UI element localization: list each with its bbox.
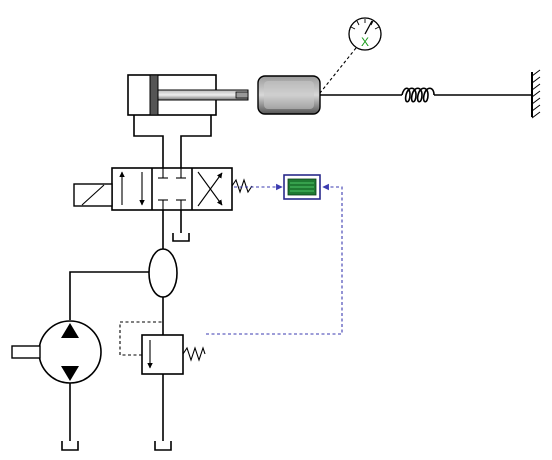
cylinder-port-lines xyxy=(133,115,212,168)
valve-tank xyxy=(172,210,190,242)
gauge-symbol: X xyxy=(361,35,369,49)
gauge-sensor[interactable]: X xyxy=(348,17,382,51)
controller-display[interactable] xyxy=(283,174,321,200)
pump-to-accumulator-line xyxy=(69,271,149,320)
hydraulic-pump[interactable] xyxy=(11,320,102,384)
solenoid-actuator[interactable] xyxy=(73,183,113,207)
relief-pilot-line xyxy=(119,321,163,356)
valve-return-spring xyxy=(231,178,253,194)
spring[interactable] xyxy=(401,87,435,103)
pump-tank xyxy=(61,383,79,451)
fixed-wall xyxy=(531,69,541,119)
directional-valve[interactable] xyxy=(111,167,233,211)
mass-highlight xyxy=(264,81,314,109)
accumulator[interactable] xyxy=(148,248,178,298)
relief-tank xyxy=(154,374,172,451)
relief-feedback-signal xyxy=(206,183,343,335)
relief-valve[interactable] xyxy=(141,334,206,375)
hydraulic-cylinder[interactable] xyxy=(127,74,249,116)
gauge-signal-line xyxy=(319,47,357,94)
